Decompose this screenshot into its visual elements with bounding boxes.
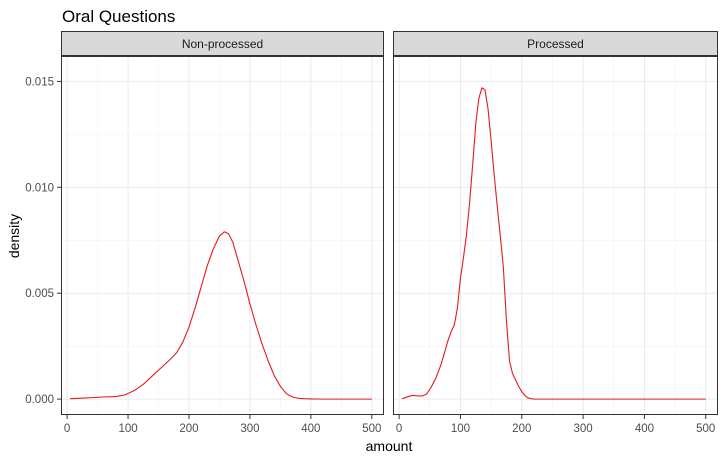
facet-panels: Non-processed 0 100 200 300 400 500 0.000 0.005 0… — [25, 31, 718, 435]
x-tick-label: 400 — [301, 423, 320, 435]
x-tick-label: 200 — [512, 423, 531, 435]
facet-strip-label: Non-processed — [182, 37, 263, 51]
y-tick-label: 0.005 — [25, 288, 54, 300]
facet-panel-1: Processed 0 100 200 300 400 500 — [393, 31, 718, 435]
x-tick-label: 0 — [396, 423, 402, 435]
y-tick-label: 0.010 — [25, 182, 54, 194]
facet-strip-label: Processed — [527, 37, 584, 51]
facet-strip — [61, 31, 384, 56]
chart-title: Oral Questions — [62, 7, 175, 26]
x-tick-label: 0 — [64, 423, 70, 435]
panel-background — [393, 56, 718, 415]
x-tick-label: 400 — [635, 423, 654, 435]
x-tick-label: 200 — [179, 423, 198, 435]
y-tick-label: 0.000 — [25, 394, 54, 406]
density-line-0 — [70, 231, 372, 400]
facet-strip — [393, 31, 718, 56]
x-tick-label: 100 — [118, 423, 137, 435]
panel-background — [61, 56, 384, 415]
y-axis-title: density — [6, 214, 22, 258]
panel-border — [61, 56, 384, 415]
x-tick-label: 300 — [574, 423, 593, 435]
x-tick-label: 300 — [240, 423, 259, 435]
x-tick-label: 100 — [451, 423, 470, 435]
x-axis-title: amount — [366, 438, 413, 454]
x-tick-label: 500 — [362, 423, 381, 435]
density-line-1 — [402, 87, 706, 400]
x-tick-label: 500 — [696, 423, 715, 435]
y-tick-label: 0.015 — [25, 76, 54, 88]
panel-border — [393, 56, 718, 415]
facet-panel-0: Non-processed 0 100 200 300 400 500 0.000 0.005 0… — [25, 31, 384, 435]
